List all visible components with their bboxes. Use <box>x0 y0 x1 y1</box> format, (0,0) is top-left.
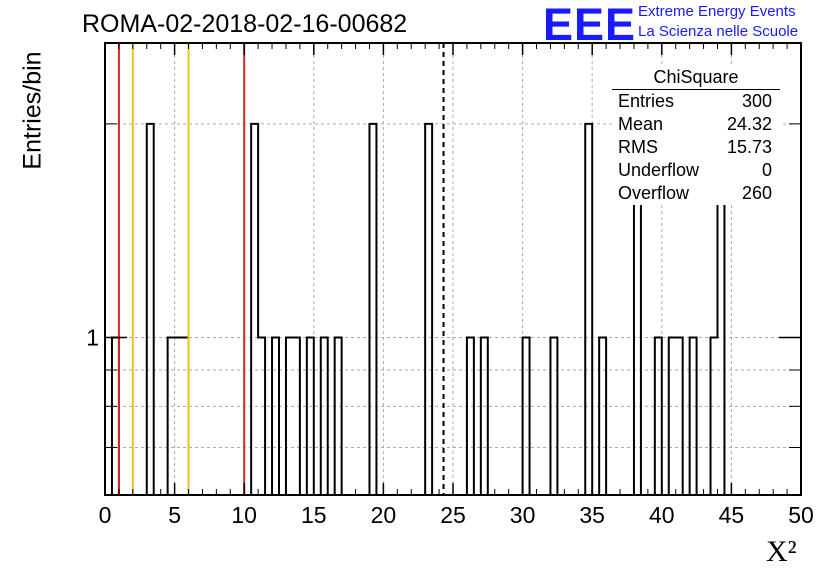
stats-row-mean: Mean 24.32 <box>612 113 780 136</box>
x-tick-label: 0 <box>99 502 112 528</box>
logo-subtitle-2: La Scienza nelle Scuole <box>638 23 799 40</box>
stats-label: Overflow <box>618 183 690 203</box>
stats-label: Entries <box>618 91 675 111</box>
stats-title: ChiSquare <box>612 67 780 90</box>
histogram-bin <box>599 338 606 495</box>
stats-value: 15.73 <box>726 137 772 157</box>
histogram-bin <box>321 338 328 495</box>
histogram-bin <box>251 124 258 495</box>
x-tick-label: 35 <box>579 502 605 528</box>
histogram-bin <box>369 124 376 495</box>
histogram-bin <box>112 338 119 495</box>
stats-row-entries: Entries 300 <box>612 90 780 113</box>
grid-lines <box>105 43 801 495</box>
histogram-bin <box>467 338 474 495</box>
x-tick-label: 20 <box>371 502 397 528</box>
histogram-bin <box>711 338 718 495</box>
histogram-bin <box>286 338 293 495</box>
axis-ticks: 0 5 10 15 20 25 30 35 40 45 50 1 <box>86 43 814 528</box>
histogram-bin <box>307 338 314 495</box>
x-axis-label: X² <box>766 535 797 568</box>
marker-lines <box>117 43 445 495</box>
eee-logo: EEE <box>543 0 637 50</box>
histogram-bin <box>676 338 683 495</box>
y-tick-label: 1 <box>86 325 99 351</box>
histogram-bin <box>168 338 175 495</box>
stats-box: ChiSquare Entries 300 Mean 24.32 RMS 15.… <box>612 67 780 205</box>
x-tick-label: 15 <box>301 502 327 528</box>
histogram-bin <box>655 338 662 495</box>
y-axis-label: Entries/bin <box>18 51 47 170</box>
histogram-bin <box>585 124 592 495</box>
x-tick-label: 5 <box>168 502 181 528</box>
histogram-bin <box>335 338 342 495</box>
stats-value: 260 <box>741 183 772 203</box>
stats-label: Underflow <box>618 160 700 180</box>
stats-label: Mean <box>618 114 664 134</box>
x-tick-label: 50 <box>788 502 814 528</box>
histogram-bin <box>669 338 676 495</box>
stats-value: 24.32 <box>726 114 772 134</box>
stats-value: 300 <box>741 91 772 111</box>
logo-subtitle-1: Extreme Energy Events <box>638 3 796 20</box>
histogram-bin <box>272 338 279 495</box>
histogram-bin <box>550 338 557 495</box>
x-tick-label: 40 <box>649 502 675 528</box>
histogram-bin <box>182 338 189 495</box>
chart-title: ROMA-02-2018-02-16-00682 <box>82 10 408 38</box>
histogram-bin <box>258 338 265 495</box>
stats-label: RMS <box>618 137 658 157</box>
stats-row-underflow: Underflow 0 <box>612 159 780 182</box>
x-tick-label: 30 <box>510 502 536 528</box>
x-tick-label: 10 <box>231 502 257 528</box>
histogram-bin <box>523 338 530 495</box>
histogram-bin <box>690 338 697 495</box>
histogram-bin <box>147 124 154 495</box>
histogram-bin <box>175 338 182 495</box>
histogram-bin <box>425 124 432 495</box>
histogram-bin <box>481 338 488 495</box>
histogram-bin <box>293 338 300 495</box>
x-tick-label: 45 <box>719 502 745 528</box>
stats-row-overflow: Overflow 260 <box>612 182 780 205</box>
stats-value: 0 <box>761 160 772 180</box>
x-tick-label: 25 <box>440 502 466 528</box>
stats-row-rms: RMS 15.73 <box>612 136 780 159</box>
